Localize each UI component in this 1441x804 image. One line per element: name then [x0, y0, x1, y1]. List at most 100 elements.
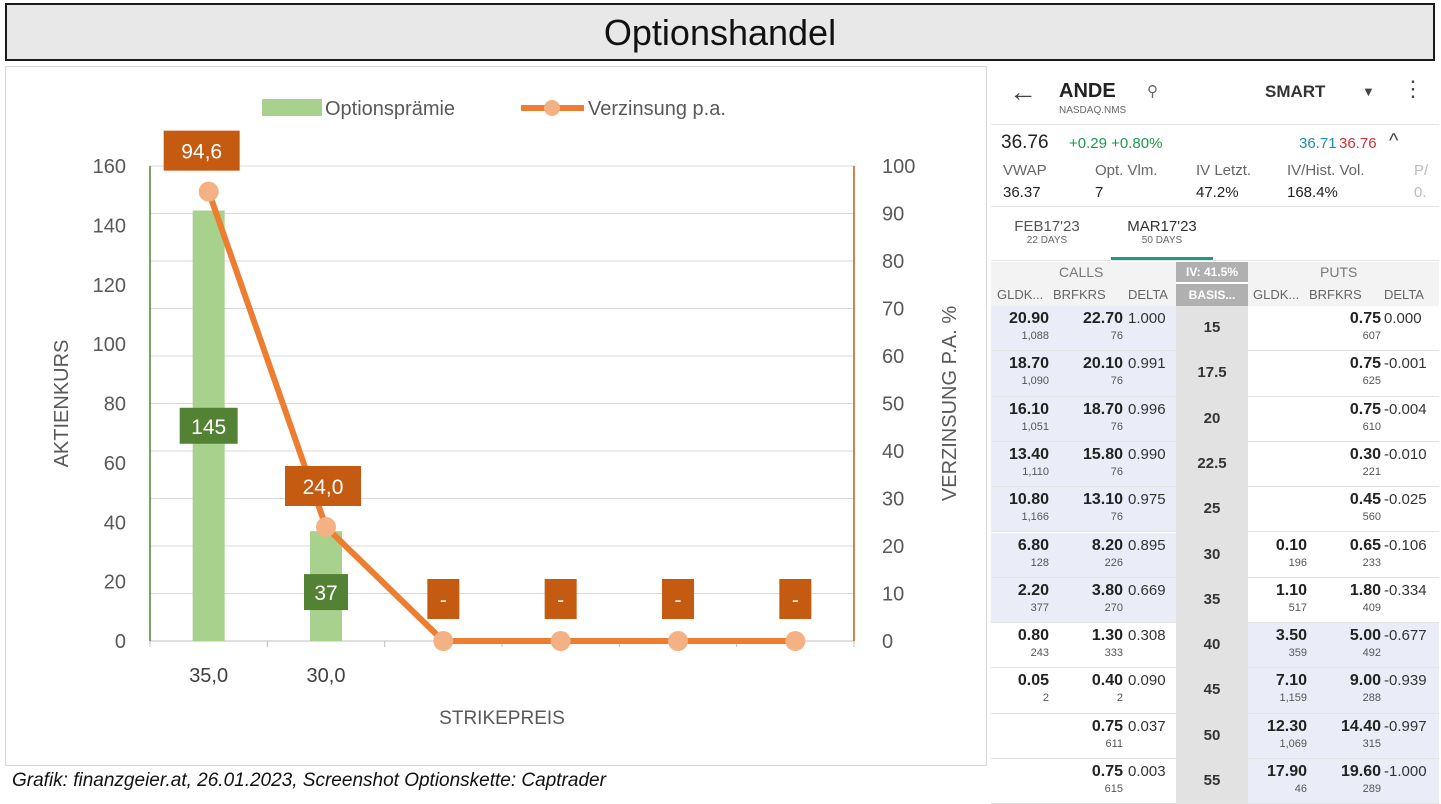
put-ask-size[interactable]: 288 [1362, 692, 1381, 705]
put-ask[interactable]: 9.00 [1349, 672, 1381, 690]
call-bid[interactable]: 0.05 [1017, 672, 1049, 690]
call-ask[interactable]: 1.30 [1091, 627, 1123, 645]
call-ask[interactable]: 3.80 [1091, 581, 1123, 599]
call-ask-size[interactable]: 76 [1110, 375, 1123, 388]
tab-expiration-feb[interactable]: FEB17'23 22 DAYS [1003, 218, 1091, 246]
back-arrow-icon[interactable]: ← [1009, 76, 1037, 107]
put-ask-size[interactable]: 221 [1362, 465, 1381, 478]
call-ask[interactable]: 20.10 [1082, 355, 1123, 373]
call-bid-size[interactable]: 1,088 [1021, 330, 1049, 342]
call-delta[interactable]: 0.975 [1128, 491, 1166, 509]
call-delta[interactable]: 0.308 [1128, 627, 1166, 645]
put-delta[interactable]: -0.025 [1384, 491, 1427, 509]
call-delta[interactable]: 1.000 [1128, 310, 1166, 327]
put-delta[interactable]: -0.010 [1384, 445, 1427, 463]
column-header-strike[interactable]: BASIS... [1176, 284, 1248, 306]
chain-row[interactable]: 13.40 1,110 15.80 76 0.990 22.5 0.30 221 -0.010 [991, 441, 1439, 488]
chain-row[interactable]: 16.10 1,051 18.70 76 0.996 20 0.75 610 -0.004 [991, 396, 1439, 442]
put-ask-size[interactable]: 560 [1362, 511, 1381, 524]
call-bid[interactable]: 10.80 [1008, 491, 1049, 509]
column-header-ask[interactable]: BRFKRS [1053, 287, 1106, 302]
call-bid[interactable]: 16.10 [1008, 400, 1049, 418]
put-ask-size[interactable]: 233 [1362, 556, 1381, 569]
put-bid[interactable]: 0.10 [1275, 536, 1307, 554]
column-header-delta[interactable]: DELTA [1128, 287, 1168, 302]
call-ask-size[interactable]: 270 [1104, 601, 1123, 614]
chain-row[interactable]: 2.20 377 3.80 270 0.669 35 1.10 517 1.80 409 -0.33… [991, 577, 1439, 624]
call-bid-size[interactable]: 1,090 [1021, 375, 1049, 388]
chevron-up-icon[interactable]: ^ [1389, 130, 1399, 152]
call-ask[interactable]: 15.80 [1082, 445, 1123, 463]
put-ask-size[interactable]: 492 [1362, 647, 1381, 660]
put-ask-size[interactable]: 610 [1362, 420, 1381, 433]
call-bid-size[interactable]: 377 [1030, 601, 1049, 614]
put-ask[interactable]: 0.45 [1349, 491, 1381, 509]
put-bid-size[interactable]: 196 [1288, 556, 1307, 569]
put-ask[interactable]: 19.60 [1340, 763, 1381, 780]
call-ask-size[interactable]: 333 [1104, 647, 1123, 660]
put-bid-size[interactable]: 1,159 [1279, 692, 1307, 705]
call-ask[interactable]: 0.75 [1091, 717, 1123, 735]
put-bid-size[interactable]: 46 [1294, 783, 1307, 795]
put-delta[interactable]: -1.000 [1384, 763, 1427, 780]
call-bid-size[interactable]: 1,166 [1021, 511, 1049, 524]
call-delta[interactable]: 0.037 [1128, 717, 1166, 735]
call-bid-size[interactable]: 128 [1030, 556, 1049, 569]
more-menu-icon[interactable]: ⋮ [1402, 76, 1424, 101]
put-bid[interactable]: 1.10 [1275, 581, 1307, 599]
put-ask[interactable]: 0.75 [1349, 310, 1381, 327]
call-bid[interactable]: 18.70 [1008, 355, 1049, 373]
put-bid[interactable]: 3.50 [1275, 627, 1307, 645]
put-ask[interactable]: 1.80 [1349, 581, 1381, 599]
column-header-bid[interactable]: GLDK... [1253, 287, 1300, 302]
call-ask-size[interactable]: 76 [1110, 330, 1123, 342]
put-bid-size[interactable]: 517 [1288, 601, 1307, 614]
column-header-ask[interactable]: BRFKRS [1309, 287, 1362, 302]
put-ask-size[interactable]: 289 [1362, 783, 1381, 795]
call-bid[interactable]: 13.40 [1008, 445, 1049, 463]
column-header-delta[interactable]: DELTA [1384, 287, 1424, 302]
chain-row[interactable]: 0.75 611 0.037 50 12.30 1,069 14.40 315 -0.997 [991, 713, 1439, 759]
chain-row[interactable]: 0.75 615 0.003 55 17.90 46 19.60 289 -1.000 [991, 759, 1439, 804]
call-bid-size[interactable]: 1,051 [1021, 420, 1049, 433]
put-ask[interactable]: 0.65 [1349, 536, 1381, 554]
search-icon[interactable]: ⚲ [1147, 83, 1158, 100]
chain-row[interactable]: 0.05 2 0.40 2 0.090 45 7.10 1,159 9.00 288 -0.939 [991, 668, 1439, 714]
put-ask[interactable]: 0.75 [1349, 355, 1381, 373]
tab-expiration-mar[interactable]: MAR17'23 50 DAYS [1111, 218, 1213, 246]
call-delta[interactable]: 0.991 [1128, 355, 1166, 373]
chain-row[interactable]: 18.70 1,090 20.10 76 0.991 17.5 0.75 625 -0.001 [991, 351, 1439, 397]
put-delta[interactable]: 0.000 [1384, 310, 1422, 327]
call-ask[interactable]: 0.75 [1091, 763, 1123, 780]
chain-row[interactable]: 6.80 128 8.20 226 0.895 30 0.10 196 0.65 233 -0.10… [991, 532, 1439, 578]
put-delta[interactable]: -0.106 [1384, 536, 1427, 554]
call-ask[interactable]: 22.70 [1082, 310, 1123, 327]
call-bid-size[interactable]: 1,110 [1022, 465, 1049, 478]
call-ask[interactable]: 0.40 [1091, 672, 1123, 690]
call-delta[interactable]: 0.090 [1128, 672, 1166, 690]
call-bid[interactable]: 20.90 [1008, 310, 1049, 327]
call-ask[interactable]: 18.70 [1082, 400, 1123, 418]
call-ask-size[interactable]: 226 [1104, 556, 1123, 569]
put-delta[interactable]: -0.677 [1384, 627, 1427, 645]
chevron-down-icon[interactable]: ▼ [1362, 84, 1375, 99]
route-selector[interactable]: SMART [1265, 82, 1326, 101]
call-bid[interactable]: 6.80 [1017, 536, 1049, 554]
put-bid[interactable]: 12.30 [1266, 717, 1307, 735]
put-delta[interactable]: -0.939 [1384, 672, 1427, 690]
call-delta[interactable]: 0.996 [1128, 400, 1166, 418]
put-delta[interactable]: -0.997 [1384, 717, 1427, 735]
put-ask[interactable]: 0.75 [1349, 400, 1381, 418]
call-ask-size[interactable]: 76 [1110, 511, 1123, 524]
call-bid-size[interactable]: 243 [1030, 647, 1049, 660]
call-ask[interactable]: 8.20 [1091, 536, 1123, 554]
call-ask[interactable]: 13.10 [1082, 491, 1123, 509]
put-delta[interactable]: -0.334 [1384, 581, 1427, 599]
call-bid-size[interactable]: 2 [1042, 692, 1049, 705]
put-delta[interactable]: -0.004 [1384, 400, 1427, 418]
put-bid[interactable]: 17.90 [1266, 763, 1307, 780]
call-bid[interactable]: 0.80 [1017, 627, 1049, 645]
call-delta[interactable]: 0.895 [1128, 536, 1166, 554]
put-ask[interactable]: 14.40 [1340, 717, 1381, 735]
chain-row[interactable]: 0.80 243 1.30 333 0.308 40 3.50 359 5.00 492 -0.67… [991, 623, 1439, 669]
